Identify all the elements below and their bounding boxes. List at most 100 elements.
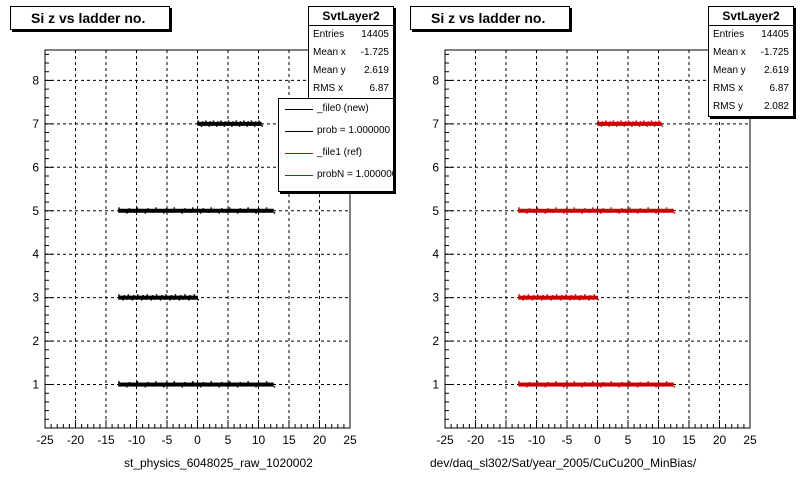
band-point bbox=[181, 212, 183, 214]
band-point bbox=[253, 125, 256, 127]
stats-row: RMS x 6.87 bbox=[309, 80, 393, 98]
band-point bbox=[213, 122, 216, 124]
band-point bbox=[562, 296, 565, 299]
band-point bbox=[120, 382, 123, 385]
band-point bbox=[259, 122, 261, 124]
band-point bbox=[239, 121, 242, 123]
band-point bbox=[651, 122, 654, 124]
band-point bbox=[210, 122, 213, 125]
band-point bbox=[160, 384, 162, 386]
band-point bbox=[605, 383, 607, 386]
band-point bbox=[159, 299, 162, 301]
band-point bbox=[250, 120, 253, 122]
band-point bbox=[221, 208, 223, 210]
x-tick-label: 0 bbox=[594, 433, 601, 447]
right-plot-title: Si z vs ladder no. bbox=[410, 6, 570, 30]
band-point bbox=[234, 384, 236, 386]
band-point bbox=[197, 210, 199, 213]
band-point bbox=[250, 382, 252, 385]
band-point bbox=[255, 121, 257, 123]
stats-value: 6.87 bbox=[769, 83, 789, 94]
band-point bbox=[568, 209, 570, 212]
band-point bbox=[151, 295, 154, 297]
band-point bbox=[570, 295, 573, 297]
band-point bbox=[582, 298, 585, 300]
band-point bbox=[141, 299, 143, 301]
band-point bbox=[631, 125, 633, 127]
band-fill bbox=[118, 208, 274, 213]
band-point bbox=[255, 385, 257, 388]
band-point bbox=[526, 298, 528, 300]
band-point bbox=[202, 208, 205, 210]
band-point bbox=[519, 295, 522, 298]
band-point bbox=[555, 207, 557, 209]
band-point bbox=[605, 209, 607, 212]
x-tick-label: 25 bbox=[743, 433, 757, 447]
band-point bbox=[198, 122, 201, 124]
stats-value: 2.619 bbox=[763, 65, 789, 76]
band-point bbox=[211, 124, 214, 126]
left-plot-title: Si z vs ladder no. bbox=[10, 6, 170, 30]
x-tick-label: 25 bbox=[343, 433, 357, 447]
band-point bbox=[271, 210, 273, 213]
band-point bbox=[625, 122, 628, 125]
band-point bbox=[568, 383, 570, 386]
band-point bbox=[163, 385, 165, 388]
band-point bbox=[589, 211, 591, 213]
band-point bbox=[584, 381, 586, 384]
band-point bbox=[570, 385, 573, 387]
band-point bbox=[252, 123, 255, 126]
band-point bbox=[237, 123, 240, 126]
band-point bbox=[630, 123, 632, 126]
y-tick-label: 7 bbox=[32, 117, 39, 131]
band-point bbox=[576, 208, 578, 211]
band-point bbox=[673, 385, 676, 388]
y-tick-label: 6 bbox=[432, 160, 439, 174]
data-band bbox=[518, 381, 676, 388]
band-point bbox=[639, 381, 641, 384]
band-point bbox=[546, 294, 548, 296]
band-point bbox=[655, 385, 657, 388]
band-point bbox=[642, 209, 644, 212]
band-point bbox=[162, 296, 165, 299]
band-point bbox=[520, 382, 523, 385]
band-fill bbox=[518, 208, 674, 213]
band-point bbox=[248, 122, 251, 125]
band-point bbox=[173, 298, 175, 300]
band-point bbox=[594, 295, 597, 298]
band-point bbox=[131, 299, 134, 301]
band-point bbox=[234, 210, 236, 213]
band-point bbox=[608, 125, 610, 127]
band-point bbox=[160, 210, 162, 213]
band-point bbox=[552, 211, 554, 213]
band-point bbox=[606, 122, 608, 124]
band-point bbox=[639, 121, 642, 123]
band-point bbox=[150, 299, 152, 301]
band-point bbox=[141, 210, 144, 213]
band-point bbox=[221, 381, 223, 384]
band-point bbox=[189, 295, 191, 297]
band-point bbox=[655, 212, 657, 214]
band-point bbox=[194, 382, 197, 385]
band-point bbox=[628, 381, 631, 383]
band-point bbox=[657, 124, 659, 126]
data-band bbox=[518, 294, 599, 301]
band-point bbox=[132, 295, 135, 297]
band-point bbox=[120, 297, 123, 299]
band-point bbox=[231, 382, 234, 385]
legend-item: _file0 (new) bbox=[279, 99, 393, 121]
band-point bbox=[623, 125, 626, 127]
x-tick-label: 15 bbox=[282, 433, 296, 447]
band-point bbox=[199, 385, 202, 388]
band-point bbox=[573, 207, 576, 209]
band-point bbox=[599, 385, 602, 388]
band-point bbox=[652, 210, 655, 213]
data-band bbox=[597, 120, 664, 127]
band-point bbox=[239, 208, 241, 210]
band-point bbox=[537, 294, 539, 296]
band-point bbox=[134, 211, 136, 213]
band-point bbox=[536, 381, 539, 383]
band-point bbox=[565, 381, 568, 384]
band-point bbox=[615, 384, 618, 386]
band-point bbox=[127, 294, 130, 296]
